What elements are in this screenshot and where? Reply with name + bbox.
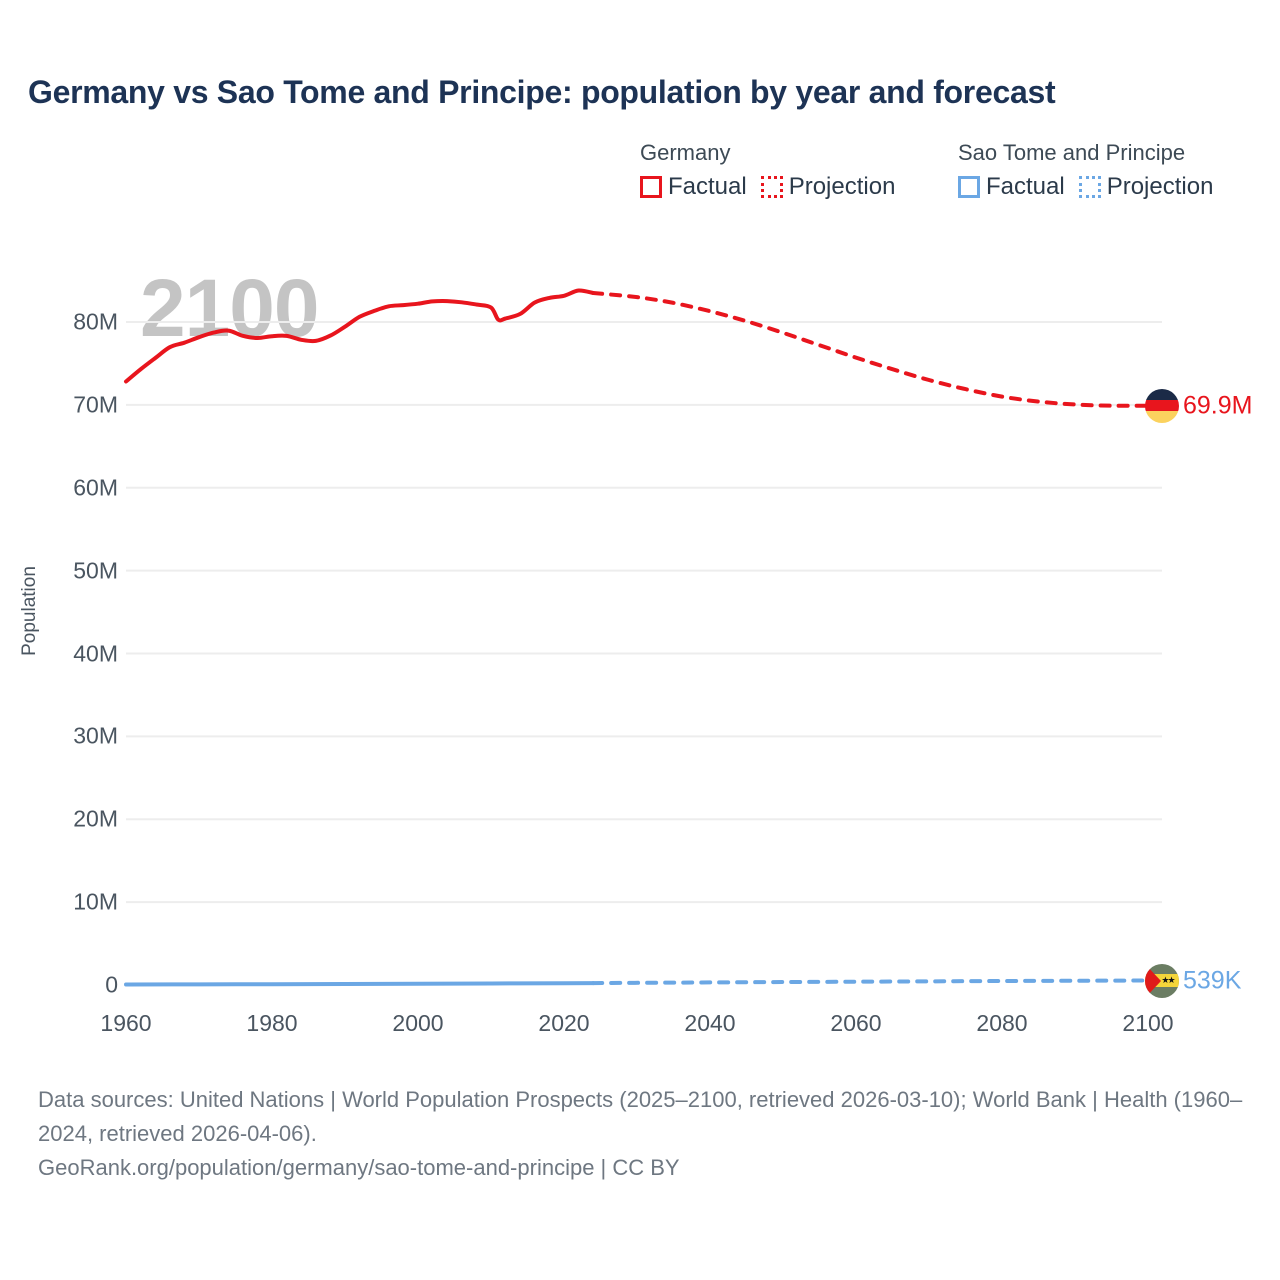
legend-group-title: Germany [640,140,731,165]
legend-group-sao-tome: Sao Tome and Principe Factual Projection [958,140,1213,201]
y-tick-label: 40M [73,640,118,666]
y-tick-label: 70M [73,391,118,418]
legend-swatch-solid-icon [640,176,662,198]
series-lines [124,288,1150,987]
line-factual-germany [124,288,596,384]
footer-attribution: GeoRank.org/population/germany/sao-tome-… [38,1155,680,1181]
sao-tome-flag-icon: ★★ [1145,963,1179,998]
y-tick-label: 30M [73,722,118,749]
line-factual-sao-tome-and-principe [124,981,596,987]
y-tick-label: 50M [73,557,118,584]
legend-item-label: Projection [1106,173,1214,200]
x-tick-label: 2080 [976,1010,1028,1036]
legend-swatch-dotted-icon [1078,176,1101,198]
legend-swatch-dotted-icon [760,176,783,198]
sao-tome-endpoint-value: 539K [1183,966,1242,995]
x-tick-label: 2020 [538,1010,590,1036]
y-tick-label: 60M [73,474,118,501]
legend-item-germany-projection[interactable]: Projection [760,173,896,201]
legend-item-label: Factual [668,173,747,200]
y-tick-label: 10M [73,888,118,915]
page-title: Germany vs Sao Tome and Principe: popula… [28,74,1056,110]
legend-swatch-solid-icon [958,176,980,198]
legend-group-germany: Germany Factual Projection [640,140,895,201]
footer: Data sources: United Nations | World Pop… [38,1083,1248,1185]
legend-item-sao-tome-factual[interactable]: Factual [958,173,1065,201]
legend-item-germany-factual[interactable]: Factual [640,173,747,201]
gridlines [126,321,1162,904]
y-tick-label: 0 [105,971,118,998]
y-tick-label: 20M [73,805,118,832]
legend-item-label: Factual [986,173,1065,200]
x-tick-label: 2040 [684,1010,736,1036]
chart-legend: Germany Factual Projection Sao Tome and … [640,140,1260,220]
legend-item-sao-tome-projection[interactable]: Projection [1078,173,1214,201]
x-tick-label: 2100 [1122,1010,1174,1036]
germany-endpoint-value: 69.9M [1183,391,1253,420]
x-tick-label: 2000 [392,1010,444,1036]
legend-item-label: Projection [788,173,896,200]
x-tick-label: 1960 [100,1010,152,1036]
y-tick-label: 80M [73,308,118,335]
x-tick-label: 2060 [830,1010,882,1036]
germany-flag-icon [1145,388,1179,423]
x-tick-label: 1980 [246,1010,298,1036]
footer-data-sources: Data sources: United Nations | World Pop… [38,1087,1243,1147]
line-projection-germany [591,291,1150,408]
line-projection-sao-tome-and-principe [591,978,1150,986]
legend-group-title: Sao Tome and Principe [958,140,1186,165]
